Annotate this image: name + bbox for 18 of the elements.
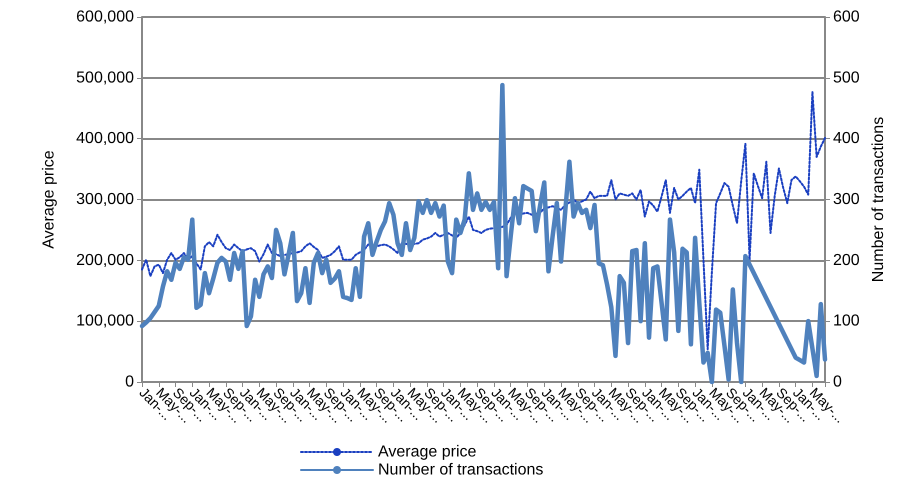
y2-tick-label: 100 — [833, 312, 860, 330]
y-tick-label: 0 — [125, 374, 134, 390]
legend-label: Number of transactions — [378, 462, 544, 478]
y-axis-title: Average price — [40, 150, 58, 249]
y-tick-label: 600,000 — [76, 8, 134, 26]
y-tick-label: 200,000 — [76, 252, 134, 269]
y2-tick-label: 500 — [833, 69, 860, 86]
y-tick-label: 400,000 — [76, 130, 134, 148]
legend-label: Average price — [378, 444, 477, 460]
y2-tick-label: 0 — [833, 374, 842, 390]
y2-tick-label: 300 — [833, 191, 860, 208]
y2-tick-label: 600 — [833, 8, 860, 26]
y-tick-label: 100,000 — [76, 312, 134, 330]
y2-tick-label: 200 — [833, 252, 860, 269]
y2-axis-title: Number of transactions — [870, 116, 888, 282]
y-tick-label: 300,000 — [76, 191, 134, 208]
y-tick-label: 500,000 — [76, 69, 134, 86]
y2-tick-label: 400 — [833, 130, 860, 148]
